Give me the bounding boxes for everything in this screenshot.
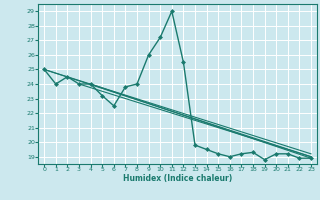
X-axis label: Humidex (Indice chaleur): Humidex (Indice chaleur) <box>123 174 232 183</box>
